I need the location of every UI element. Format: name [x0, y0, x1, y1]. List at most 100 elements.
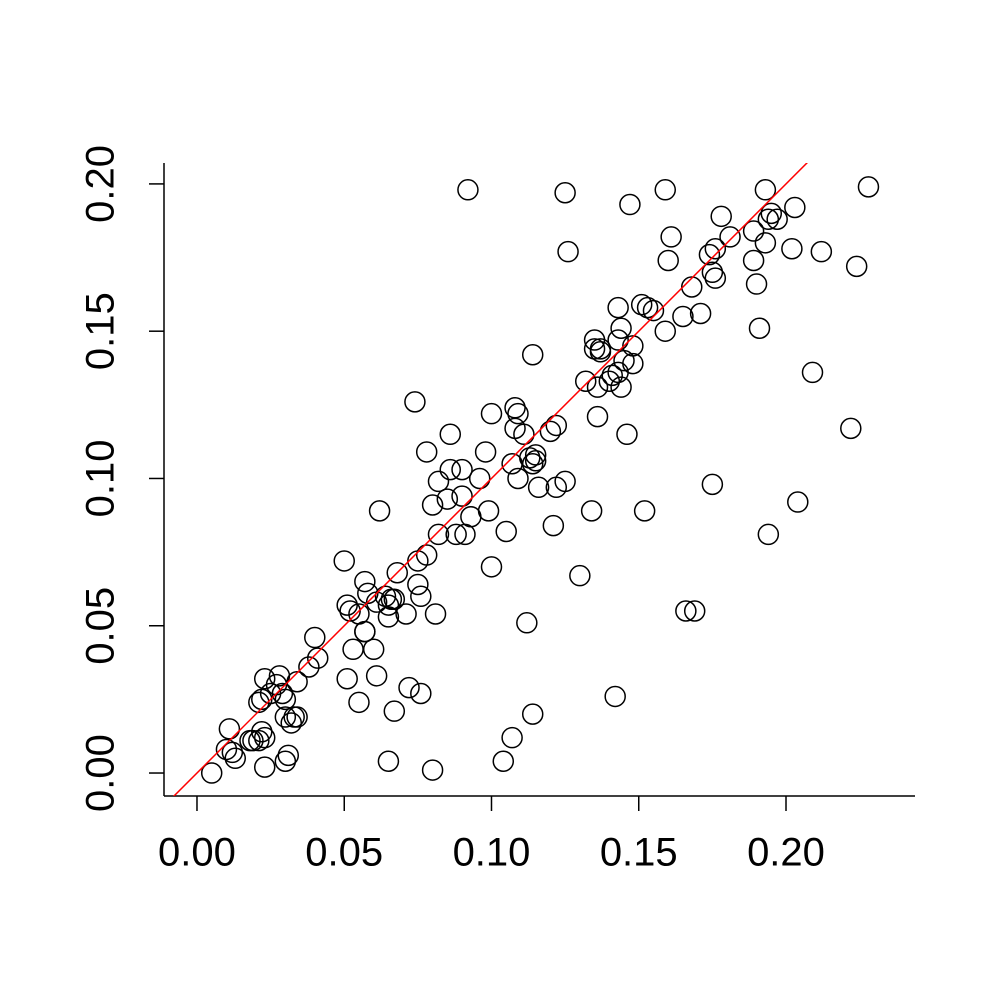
- point: [607, 329, 629, 351]
- point: [398, 676, 420, 699]
- point: [554, 182, 576, 204]
- point: [377, 606, 400, 628]
- point: [654, 179, 677, 201]
- point: [616, 423, 638, 446]
- point: [586, 376, 609, 398]
- point: [274, 688, 297, 711]
- point: [527, 476, 550, 499]
- point: [698, 243, 721, 266]
- y-tick-label: 0.20: [79, 145, 123, 223]
- point: [374, 585, 397, 608]
- point: [521, 703, 544, 725]
- point: [354, 620, 376, 643]
- point: [274, 750, 297, 772]
- point: [336, 668, 358, 690]
- point: [436, 488, 459, 510]
- point: [622, 352, 644, 375]
- point: [280, 712, 302, 734]
- point: [492, 750, 515, 772]
- point: [539, 420, 562, 443]
- point: [757, 523, 780, 546]
- point: [610, 376, 632, 398]
- point: [427, 470, 450, 493]
- point: [242, 729, 264, 752]
- point: [457, 179, 479, 201]
- point: [524, 450, 547, 472]
- x-tick-label: 0.20: [747, 831, 825, 875]
- x-tick-label: 0.00: [158, 831, 236, 875]
- point: [383, 700, 406, 722]
- point: [439, 423, 462, 446]
- point: [857, 176, 880, 198]
- point: [410, 585, 432, 608]
- y-tick-label: 0.05: [79, 587, 123, 665]
- point: [787, 491, 809, 513]
- point: [421, 494, 444, 516]
- point: [524, 444, 547, 466]
- point: [672, 305, 694, 328]
- point: [415, 544, 438, 566]
- point: [248, 691, 270, 714]
- point: [748, 317, 771, 339]
- point: [507, 402, 529, 425]
- point: [516, 612, 538, 634]
- point: [218, 718, 241, 740]
- point: [480, 402, 503, 425]
- point: [342, 638, 364, 661]
- point: [754, 179, 777, 201]
- point: [304, 626, 326, 649]
- point: [633, 500, 656, 522]
- point: [248, 729, 270, 752]
- point: [407, 573, 429, 596]
- point: [221, 741, 244, 764]
- point: [630, 293, 653, 316]
- point: [253, 668, 276, 690]
- point: [580, 500, 603, 522]
- point: [840, 417, 862, 440]
- point: [477, 500, 500, 522]
- point: [701, 261, 724, 284]
- point: [410, 682, 432, 705]
- point: [306, 647, 329, 669]
- reference-line-group: [172, 163, 808, 796]
- point: [215, 738, 238, 761]
- point: [362, 638, 385, 661]
- point: [607, 361, 629, 384]
- point: [781, 237, 803, 260]
- point: [200, 762, 223, 784]
- point: [745, 273, 768, 295]
- point: [468, 467, 491, 490]
- point: [604, 685, 626, 708]
- point: [569, 564, 591, 587]
- point: [377, 750, 400, 772]
- y-tick-label: 0.15: [79, 292, 123, 370]
- point: [704, 267, 727, 289]
- point: [589, 338, 612, 360]
- point: [251, 721, 273, 743]
- point: [253, 726, 276, 749]
- point: [657, 249, 679, 272]
- point: [521, 452, 544, 475]
- x-tick-label: 0.05: [305, 831, 383, 875]
- point: [654, 320, 677, 342]
- point: [689, 302, 712, 325]
- reference-line: [172, 163, 808, 796]
- point: [598, 370, 621, 393]
- point: [474, 441, 497, 463]
- point: [354, 570, 376, 593]
- point: [742, 249, 765, 272]
- point: [377, 594, 400, 616]
- point: [766, 208, 788, 231]
- point: [336, 594, 358, 616]
- point: [542, 514, 565, 537]
- point: [757, 208, 780, 231]
- point: [368, 500, 391, 522]
- point: [395, 603, 417, 625]
- point: [521, 344, 544, 366]
- point: [298, 656, 320, 678]
- point: [271, 682, 294, 705]
- point: [784, 196, 806, 219]
- point: [386, 561, 409, 584]
- point: [451, 485, 473, 507]
- y-tick-label: 0.00: [79, 734, 123, 812]
